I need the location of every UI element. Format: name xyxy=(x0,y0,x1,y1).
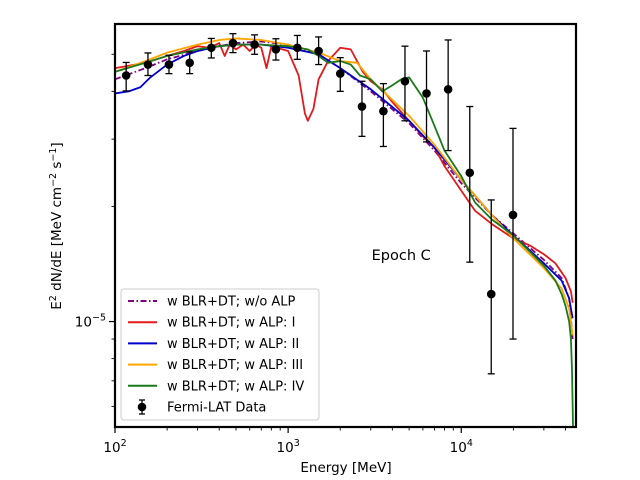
data-point xyxy=(443,39,453,152)
axis-ticks: 102 103 104 10−5 xyxy=(75,53,566,456)
data-marker xyxy=(335,69,345,78)
data-marker xyxy=(207,43,216,53)
chart-annotation: Epoch C xyxy=(372,248,431,264)
data-point xyxy=(293,34,302,60)
legend-label: w BLR+DT; w ALP: III xyxy=(167,358,303,373)
data-marker xyxy=(271,45,281,54)
data-marker xyxy=(185,58,194,68)
legend-entry: Fermi-LAT Data xyxy=(137,399,266,416)
legend-box xyxy=(120,288,320,421)
data-marker xyxy=(400,76,410,86)
data-marker xyxy=(486,289,496,299)
data-point xyxy=(379,82,388,148)
data-point xyxy=(164,54,174,75)
x-axis-label: Energy [MeV] xyxy=(300,460,391,476)
y-tick-label: 10−5 xyxy=(75,313,106,331)
legend-label: w BLR+DT; w ALP: II xyxy=(167,337,299,352)
data-marker xyxy=(379,106,388,116)
data-marker xyxy=(357,102,367,111)
legend-label: w BLR+DT; w ALP: IV xyxy=(167,379,304,394)
data-point xyxy=(465,105,475,263)
data-point xyxy=(185,51,194,75)
data-point xyxy=(250,34,259,55)
legend-marker xyxy=(137,402,147,412)
data-point xyxy=(207,37,216,59)
data-marker xyxy=(422,89,431,98)
legend-entry: w BLR+DT; w ALP: III xyxy=(128,358,303,373)
x-tick-label: 103 xyxy=(277,438,300,456)
data-point xyxy=(271,38,281,61)
data-point xyxy=(314,36,323,66)
data-marker xyxy=(228,38,238,48)
plot-frame xyxy=(113,22,578,429)
legend-entry: w BLR+DT; w ALP: II xyxy=(128,337,299,352)
legend: w BLR+DT; w/o ALP w BLR+DT; w ALP: I w BLR… xyxy=(120,288,320,421)
data-marker xyxy=(508,210,518,220)
legend-label: w BLR+DT; w/o ALP xyxy=(167,295,296,310)
data-point xyxy=(486,199,496,375)
y-axis-label: E2 dN/dE [MeV cm−2 s−1] xyxy=(48,142,65,309)
data-point xyxy=(335,56,345,92)
legend-label: Fermi-LAT Data xyxy=(167,401,266,416)
data-point xyxy=(422,50,431,143)
legend-entry: w BLR+DT; w/o ALP xyxy=(128,295,296,310)
data-point xyxy=(121,61,131,92)
legend-label: w BLR+DT; w ALP: I xyxy=(167,316,295,331)
data-marker xyxy=(293,43,302,53)
data-marker xyxy=(250,40,259,49)
series-line-3 xyxy=(115,37,574,336)
data-marker xyxy=(443,84,453,94)
data-point xyxy=(357,80,367,138)
data-marker xyxy=(314,46,323,56)
data-marker xyxy=(164,60,174,69)
legend-entry: w BLR+DT; w ALP: IV xyxy=(128,379,304,394)
legend-items: w BLR+DT; w/o ALP w BLR+DT; w ALP: I w BLR… xyxy=(128,295,304,416)
data-point xyxy=(143,52,153,77)
legend-entry: w BLR+DT; w ALP: I xyxy=(128,316,295,331)
fermi-data-points xyxy=(121,33,518,375)
data-point xyxy=(228,33,238,54)
x-tick-label: 102 xyxy=(103,438,126,456)
x-tick-label: 104 xyxy=(450,438,473,456)
data-point xyxy=(508,127,518,340)
data-point xyxy=(400,45,410,122)
data-marker xyxy=(121,71,131,80)
data-marker xyxy=(465,168,475,178)
data-marker xyxy=(143,60,153,69)
